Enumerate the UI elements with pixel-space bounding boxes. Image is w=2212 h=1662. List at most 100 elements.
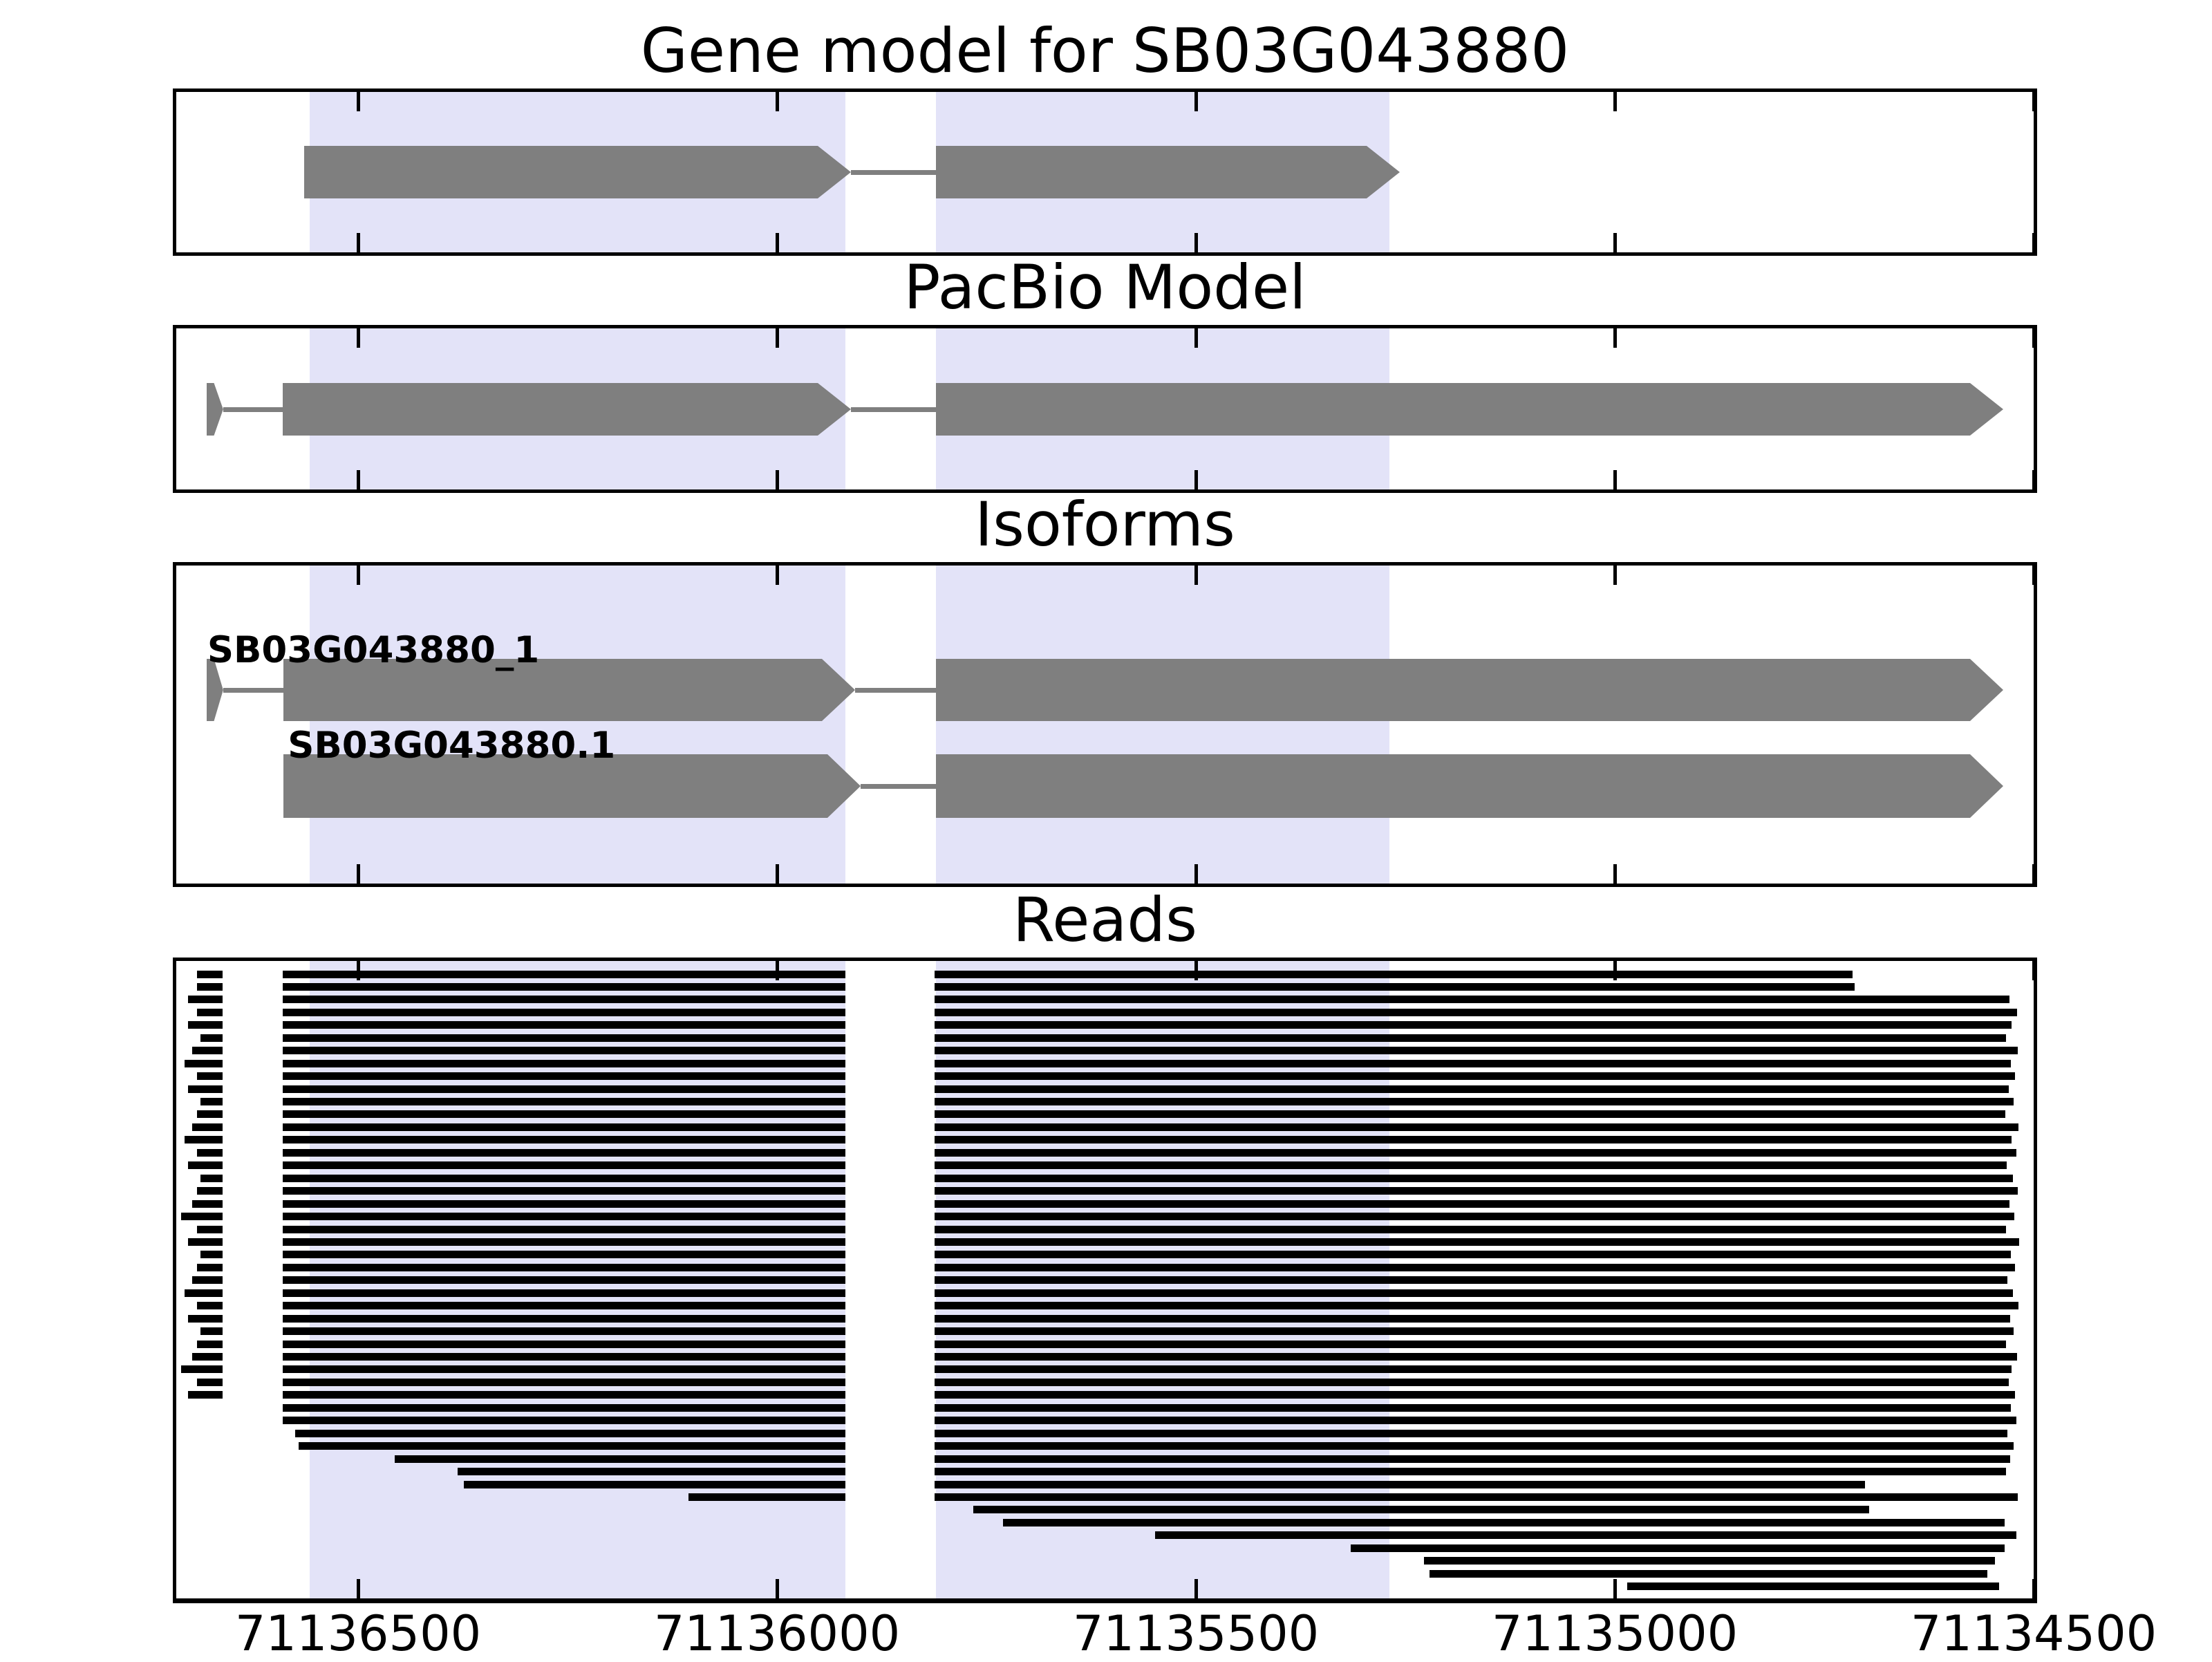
read-cap-segment <box>197 1263 223 1271</box>
read-segment <box>282 1110 846 1119</box>
intron-line <box>854 687 937 693</box>
read-segment <box>934 1442 2014 1450</box>
read-cap-segment <box>187 1391 223 1399</box>
read-segment <box>934 1251 2012 1259</box>
axis-tick <box>356 328 360 348</box>
x-axis-tick-label: 71135500 <box>1072 1605 1320 1662</box>
cap-connector-line <box>223 407 283 412</box>
axis-tick <box>1194 470 1198 489</box>
read-cap-segment <box>197 1225 223 1233</box>
read-segment <box>934 1136 2012 1144</box>
read-cap-segment <box>185 1289 223 1297</box>
axis-tick <box>2032 233 2036 252</box>
axis-tick <box>1613 233 1617 252</box>
read-segment <box>1351 1544 2005 1552</box>
read-cap-segment <box>185 1059 223 1067</box>
axis-tick <box>356 864 360 884</box>
x-axis-tick-label: 71135000 <box>1491 1605 1738 1662</box>
read-segment <box>934 1403 2012 1412</box>
read-segment <box>934 1455 2011 1463</box>
read-segment <box>458 1468 846 1476</box>
read-segment <box>282 1174 846 1182</box>
axis-tick <box>1194 1579 1198 1598</box>
transcript-start-cap <box>206 383 223 436</box>
read-segment <box>934 1378 2009 1386</box>
read-segment <box>282 1391 846 1399</box>
read-segment <box>298 1442 846 1450</box>
x-axis-tick-label: 71134500 <box>1910 1605 2157 1662</box>
axis-tick <box>356 92 360 111</box>
isoforms-panel-title: Isoforms <box>975 489 1235 560</box>
read-segment <box>934 1072 2016 1081</box>
read-cap-segment <box>187 1238 223 1246</box>
read-segment <box>934 1008 2017 1016</box>
axis-tick <box>1194 566 1198 585</box>
exon-arrow-tip <box>1970 659 2004 721</box>
read-cap-segment <box>197 982 223 991</box>
read-cap-segment <box>187 996 223 1004</box>
read-segment <box>934 1493 2018 1501</box>
read-segment <box>295 1429 846 1437</box>
read-segment <box>282 982 846 991</box>
read-segment <box>688 1493 846 1501</box>
read-cap-segment <box>200 1251 223 1259</box>
axis-tick <box>775 1579 779 1598</box>
axis-tick <box>775 864 779 884</box>
read-segment <box>973 1506 1870 1514</box>
read-segment <box>282 970 846 978</box>
read-segment <box>282 1403 846 1412</box>
read-segment <box>934 1034 2006 1042</box>
exon-highlight-band <box>936 566 1389 884</box>
read-segment <box>282 1187 846 1195</box>
read-segment <box>934 1302 2019 1310</box>
read-cap-segment <box>192 1047 223 1055</box>
axis-tick <box>2032 328 2036 348</box>
read-segment <box>934 996 2009 1004</box>
gene-model-panel-title: Gene model for SB03G043880 <box>640 15 1570 86</box>
isoforms-panel <box>173 562 2037 887</box>
read-segment <box>934 1187 2018 1195</box>
read-segment <box>1430 1569 1988 1578</box>
read-segment <box>282 1008 846 1016</box>
x-axis-tick-label: 71136500 <box>234 1605 482 1662</box>
axis-tick <box>356 1579 360 1598</box>
read-segment <box>282 1213 846 1221</box>
axis-tick <box>775 566 779 585</box>
read-segment <box>282 1327 846 1336</box>
read-cap-segment <box>197 1008 223 1016</box>
read-segment <box>282 1072 846 1081</box>
read-segment <box>934 1468 2006 1476</box>
exon-arrow-body <box>283 659 822 721</box>
read-segment <box>934 982 1855 991</box>
read-cap-segment <box>192 1123 223 1131</box>
read-segment <box>282 1289 846 1297</box>
read-segment <box>934 1353 2017 1361</box>
axis-tick <box>1194 328 1198 348</box>
read-segment <box>934 1225 2006 1233</box>
exon-arrow-body <box>936 659 1971 721</box>
read-segment <box>934 1123 2019 1131</box>
read-segment <box>282 1199 846 1208</box>
exon-arrow-tip <box>1366 146 1400 198</box>
axis-tick <box>1194 233 1198 252</box>
read-segment <box>1423 1557 1996 1565</box>
read-segment <box>934 1391 2016 1399</box>
read-segment <box>282 1302 846 1310</box>
read-segment <box>282 1034 846 1042</box>
read-segment <box>1627 1582 2000 1591</box>
read-cap-segment <box>197 1378 223 1386</box>
read-cap-segment <box>200 1098 223 1105</box>
reads-panel <box>173 958 2037 1603</box>
read-segment <box>1003 1518 2005 1526</box>
read-segment <box>934 1021 2012 1029</box>
axis-tick <box>2032 566 2036 585</box>
read-segment <box>934 1429 2008 1437</box>
exon-arrow-body <box>283 754 828 818</box>
read-segment <box>282 1340 846 1348</box>
read-segment <box>282 1085 846 1093</box>
cap-connector-line <box>223 687 284 693</box>
read-segment <box>934 1213 2015 1221</box>
read-cap-segment <box>187 1314 223 1323</box>
